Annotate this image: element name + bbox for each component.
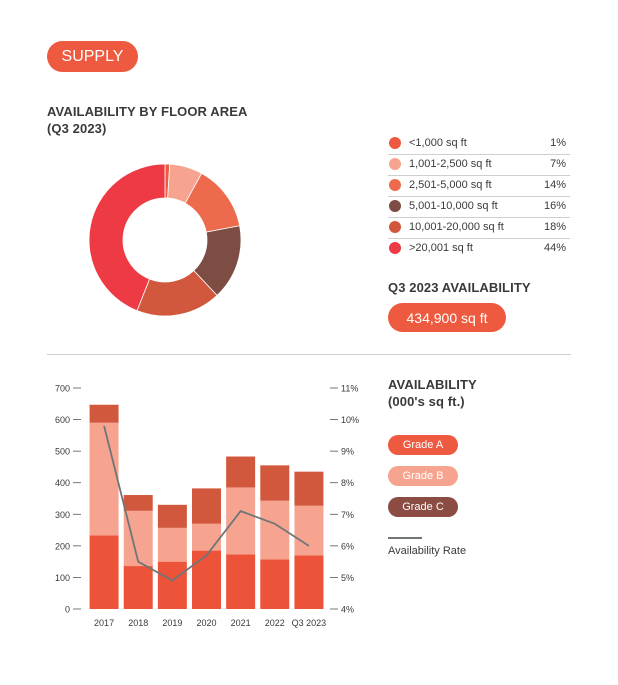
legend-grade-c: Grade C (388, 497, 458, 517)
bar-segment (294, 505, 324, 556)
q3-availability-value: 434,900 sq ft (388, 303, 506, 332)
bar-chart-title: AVAILABILITY (000's sq ft.) (388, 377, 477, 409)
y-tick-label: 600 (55, 415, 70, 425)
x-tick-label: 2021 (231, 618, 251, 628)
legend-grade-b: Grade B (388, 466, 458, 486)
donut-chart (88, 163, 242, 317)
y-tick-label: 0 (65, 605, 70, 615)
legend-percent: 16% (543, 200, 566, 212)
y-tick-label: 200 (55, 541, 70, 551)
legend-label: >20,001 sq ft (409, 242, 473, 254)
bar-segment (192, 488, 221, 524)
legend-label: 5,001-10,000 sq ft (409, 200, 498, 212)
y2-tick-label: 6% (341, 541, 354, 551)
bar-segment (89, 422, 119, 536)
legend-swatch (389, 200, 401, 212)
y2-tick-label: 10% (341, 415, 359, 425)
x-tick-label: 2022 (265, 618, 285, 628)
x-tick-label: 2017 (94, 618, 114, 628)
bar-segment (123, 566, 153, 609)
y-tick-label: 400 (55, 478, 70, 488)
availability-rate-line (103, 425, 310, 582)
legend-grade-a: Grade A (388, 435, 458, 455)
bar-segment (294, 471, 324, 506)
bar-segment (157, 527, 187, 562)
supply-badge: SUPPLY (47, 41, 138, 72)
y-tick-label: 500 (55, 447, 70, 457)
stacked-bar-chart: 700 600 500 400 300 200 100 0 11% 10% 9% 8% 7% 6% 5% 4%… (55, 384, 359, 629)
legend-swatch (389, 158, 401, 170)
legend-row: 2,501-5,000 sq ft 14% (388, 176, 570, 197)
y-tick-label: 700 (55, 384, 70, 394)
bar-segment (226, 487, 256, 555)
legend-label: 1,001-2,500 sq ft (409, 158, 492, 170)
legend-percent: 1% (550, 137, 566, 149)
donut-slice (88, 163, 166, 312)
y-tick-label: 100 (55, 573, 70, 583)
y2-tick-label: 5% (341, 573, 354, 583)
bar-segment (89, 404, 119, 423)
bar-segment (192, 550, 221, 609)
legend-row: <1,000 sq ft 1% (388, 134, 570, 155)
legend-label: <1,000 sq ft (409, 137, 467, 149)
bar-segment (260, 465, 290, 501)
legend-label: 2,501-5,000 sq ft (409, 179, 492, 191)
bar-segment (192, 523, 221, 551)
legend-swatch (389, 242, 401, 254)
x-tick-label: 2018 (128, 618, 148, 628)
donut-chart-title: AVAILABILITY BY FLOOR AREA (Q3 2023) (47, 104, 248, 136)
legend-swatch (389, 221, 401, 233)
bar-segment (89, 535, 119, 609)
x-tick-label: 2019 (162, 618, 182, 628)
bar-segment (226, 554, 256, 609)
legend-percent: 14% (543, 179, 566, 191)
y2-tick-label: 7% (341, 510, 354, 520)
bar-segment (157, 504, 187, 528)
legend-availability-rate-label: Availability Rate (388, 545, 467, 557)
legend-row: 5,001-10,000 sq ft 16% (388, 197, 570, 218)
legend-percent: 18% (543, 221, 566, 233)
legend-swatch (389, 137, 401, 149)
bar-segment (294, 555, 324, 609)
bar-segment (260, 559, 290, 609)
legend-row: 10,001-20,000 sq ft 18% (388, 218, 570, 239)
bar-segment (123, 495, 153, 511)
y2-tick-label: 8% (341, 478, 354, 488)
bar-segment (226, 456, 256, 488)
y2-tick-label: 4% (341, 605, 354, 615)
y2-tick-label: 11% (341, 384, 358, 394)
legend-label: 10,001-20,000 sq ft (409, 221, 504, 233)
legend-percent: 7% (550, 158, 566, 170)
legend-swatch (389, 179, 401, 191)
section-divider (47, 354, 571, 355)
x-tick-label: Q3 2023 (292, 618, 327, 628)
y2-tick-label: 9% (341, 447, 354, 457)
q3-availability-heading: Q3 2023 AVAILABILITY (388, 280, 531, 295)
legend-availability-rate-line (388, 537, 422, 539)
legend-row: 1,001-2,500 sq ft 7% (388, 155, 570, 176)
y-tick-label: 300 (55, 510, 70, 520)
x-tick-label: 2020 (196, 618, 216, 628)
bar-segment (157, 561, 187, 609)
legend-percent: 44% (543, 242, 566, 254)
legend-row: >20,001 sq ft 44% (388, 239, 570, 259)
